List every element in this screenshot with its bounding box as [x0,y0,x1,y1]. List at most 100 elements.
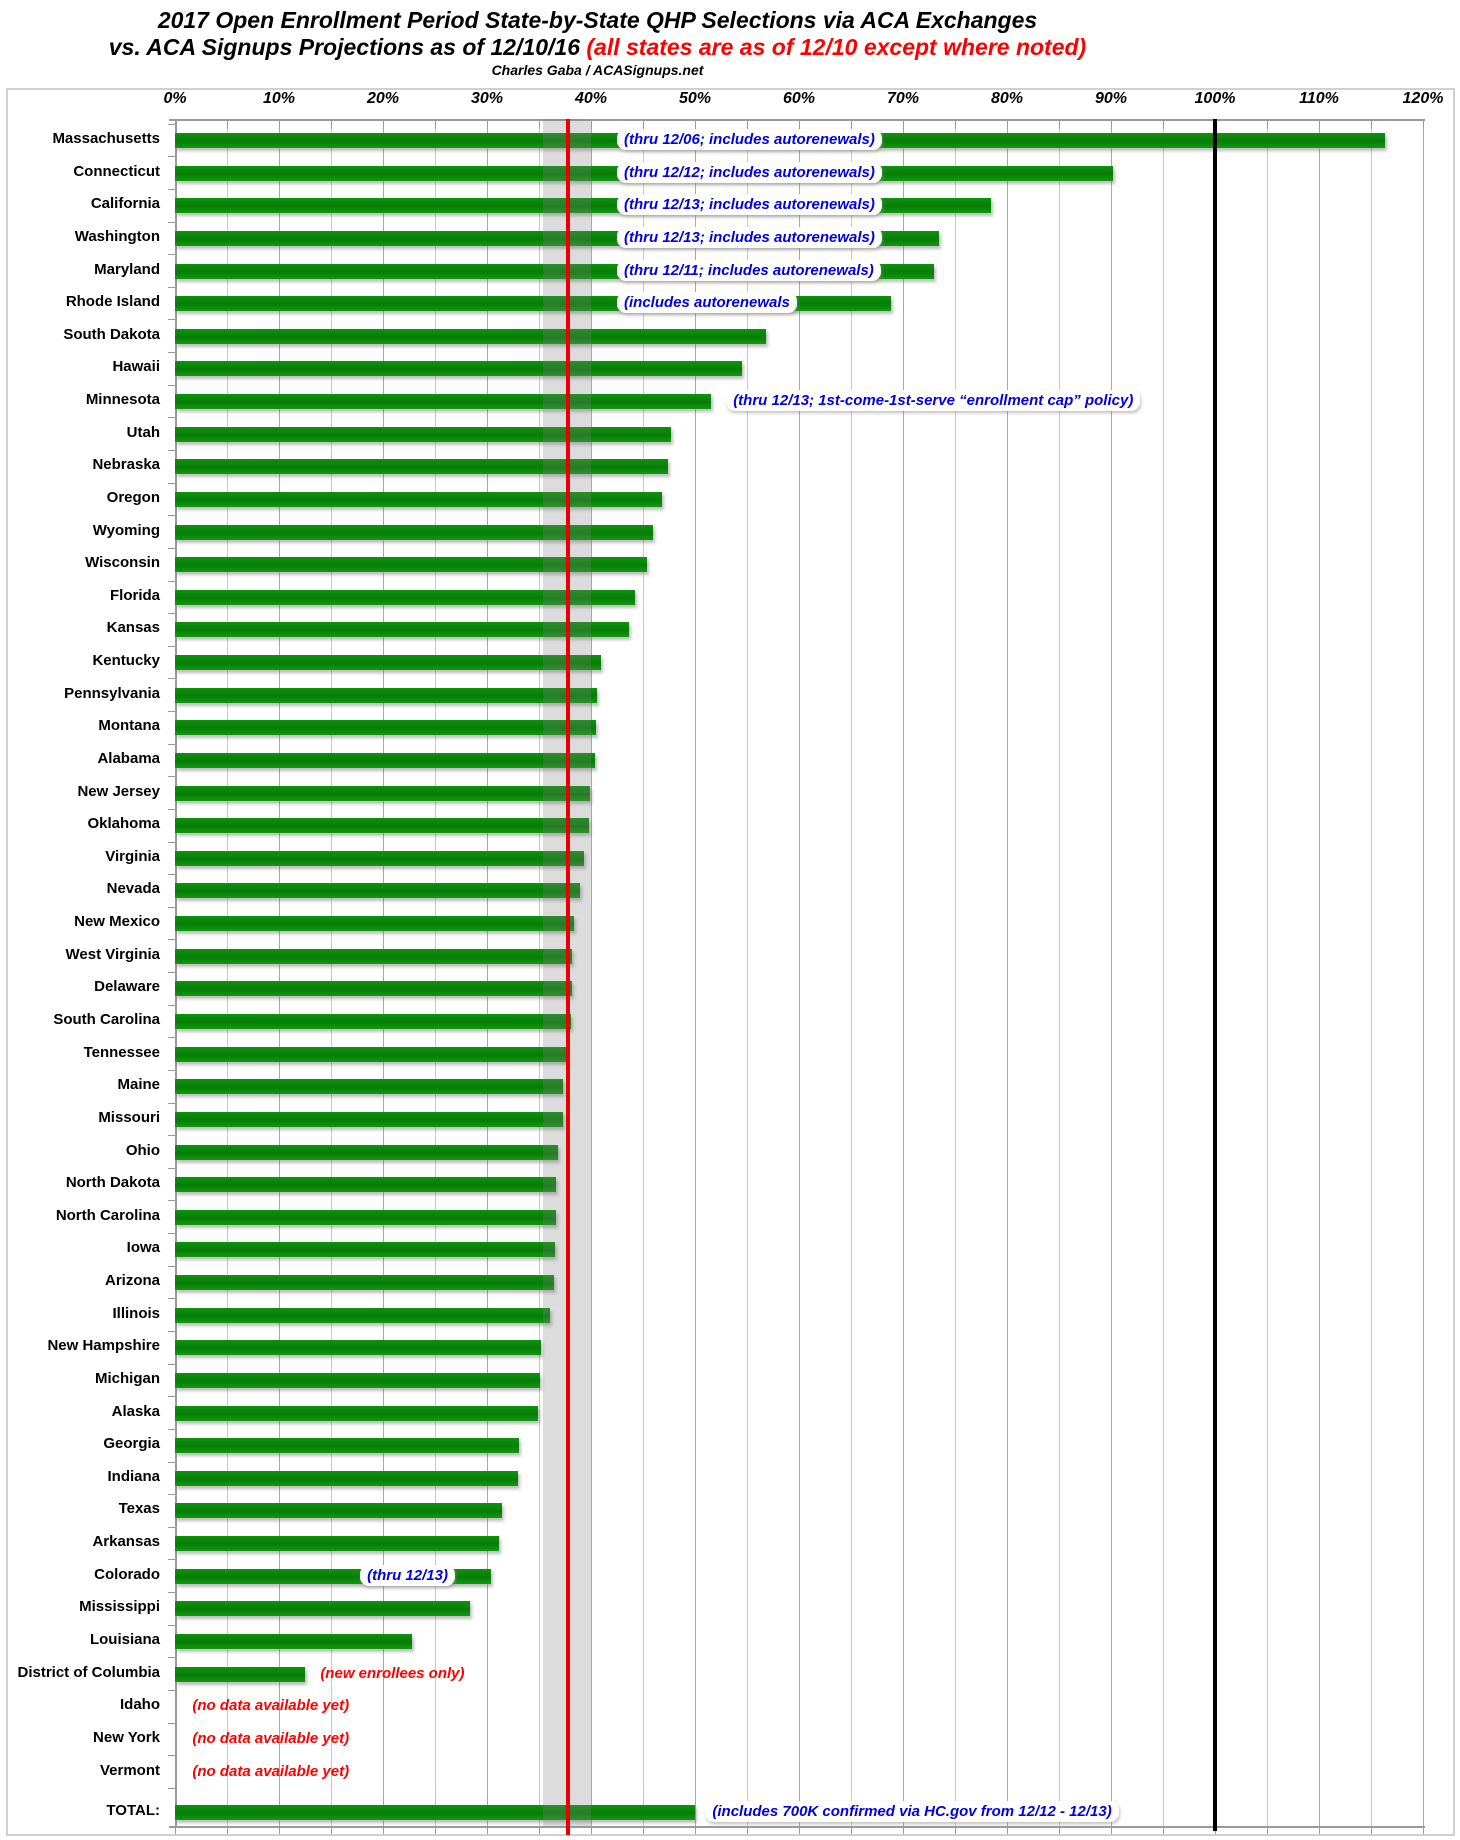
row-label: Georgia [103,1435,160,1453]
grid-line [1007,119,1008,1826]
row-label: Alaska [111,1402,160,1420]
y-axis-row-tick [168,449,175,451]
axis-tick-bottom [903,1826,904,1834]
y-axis-row-tick [168,188,175,190]
x-axis-tick-label: 80% [990,90,1024,107]
axis-tick-top [1267,119,1268,129]
axis-tick-bottom [955,1826,956,1834]
bar-hawaii [175,361,742,377]
axis-tick-top [747,119,748,129]
grid-line [851,119,852,1826]
axis-tick-bottom [435,1826,436,1834]
axis-tick-top [331,119,332,129]
y-axis-row-tick [168,1069,175,1071]
x-axis-tick-label: 70% [886,90,920,107]
x-axis-tick-label: 50% [678,90,712,107]
row-label: Mississippi [79,1598,160,1616]
bar-annotation: (no data available yet) [192,1762,350,1780]
grid-line [747,119,748,1826]
y-axis-row-tick [168,1657,175,1659]
row-label: Alabama [97,749,160,767]
grid-line [383,119,384,1826]
x-axis-tick-label: 40% [574,90,608,107]
row-label: South Carolina [53,1011,160,1028]
bar-illinois [175,1307,551,1323]
row-label: Nebraska [92,456,160,474]
y-axis-row-tick [168,1037,175,1039]
x-axis-tick-label: 90% [1094,90,1128,107]
bar-north-dakota [175,1177,556,1193]
y-axis-row-tick [168,1592,175,1594]
row-label: Maine [117,1076,160,1094]
axis-tick-top [591,119,592,129]
axis-tick-bottom [799,1826,800,1834]
row-label: Oklahoma [87,815,160,833]
axis-tick-bottom [383,1826,384,1834]
bar-total [175,1805,695,1820]
bar-georgia [175,1438,520,1454]
y-axis-row-tick [168,286,175,288]
y-axis-row-tick [168,417,175,419]
grid-line [643,119,644,1826]
y-axis-row-tick [168,1233,175,1235]
bar-texas [175,1503,502,1519]
x-axis-tick-label: 120% [1402,90,1444,107]
y-axis-row-tick [168,1265,175,1267]
x-axis-tick-label: 20% [366,90,400,107]
y-axis-row-tick [168,841,175,843]
y-axis-row-tick [168,319,175,321]
bar-wisconsin [175,557,648,573]
y-axis-row-tick [168,1298,175,1300]
row-label: Kentucky [92,652,160,670]
axis-tick-bottom [539,1826,540,1834]
x-axis-tick-label: 60% [782,90,816,107]
axis-tick-bottom [1059,1826,1060,1834]
chart-title-line2-black: vs. ACA Signups Projections as of 12/10/… [108,34,580,60]
axis-tick-top [1007,119,1008,129]
axis-tick-top [799,119,800,129]
grid-line [1423,119,1424,1826]
y-axis-row-tick [168,580,175,582]
y-axis-row-tick [168,1624,175,1626]
bar-annotation: (no data available yet) [192,1697,350,1715]
bar-michigan [175,1372,541,1388]
grid-line [1267,119,1268,1826]
bar-annotation: (thru 12/06; includes autorenewals) [617,129,882,150]
axis-tick-bottom [331,1826,332,1834]
y-axis-row-tick [168,678,175,680]
axis-tick-bottom [487,1826,488,1834]
axis-tick-bottom [695,1826,696,1834]
bar-alaska [175,1405,538,1421]
grid-line [487,119,488,1826]
y-axis-row-tick [168,254,175,256]
bar-annotation: (thru 12/13; includes autorenewals) [617,226,882,248]
bar-tennessee [175,1046,568,1062]
y-axis-row-tick [168,547,175,549]
bar-montana [175,720,597,736]
axis-tick-bottom [1371,1826,1372,1834]
y-axis-row-tick [168,1428,175,1430]
axis-tick-top [1371,119,1372,129]
row-label: New Hampshire [47,1337,160,1355]
y-axis-row-tick [168,874,175,876]
grid-line [695,119,696,1826]
row-label: Montana [98,717,160,735]
grid-line [279,119,280,1826]
bar-nevada [175,883,580,899]
axis-top-line [169,119,1425,121]
axis-tick-top [1111,119,1112,129]
grid-line [1059,119,1060,1826]
axis-tick-bottom [643,1826,644,1834]
axis-tick-top [435,119,436,129]
bar-annotation: (new enrollees only) [320,1664,465,1682]
row-label: Massachusetts [52,130,160,147]
axis-tick-bottom [1423,1826,1424,1834]
bar-new-hampshire [175,1340,542,1356]
chart-byline: Charles Gaba / ACASignups.net [491,62,704,78]
bar-pennsylvania [175,687,598,703]
y-axis-row-tick [168,515,175,517]
bar-annotation: (thru 12/13; includes autorenewals) [617,194,882,216]
y-axis-row-tick [168,384,175,386]
row-label: Hawaii [112,358,160,376]
